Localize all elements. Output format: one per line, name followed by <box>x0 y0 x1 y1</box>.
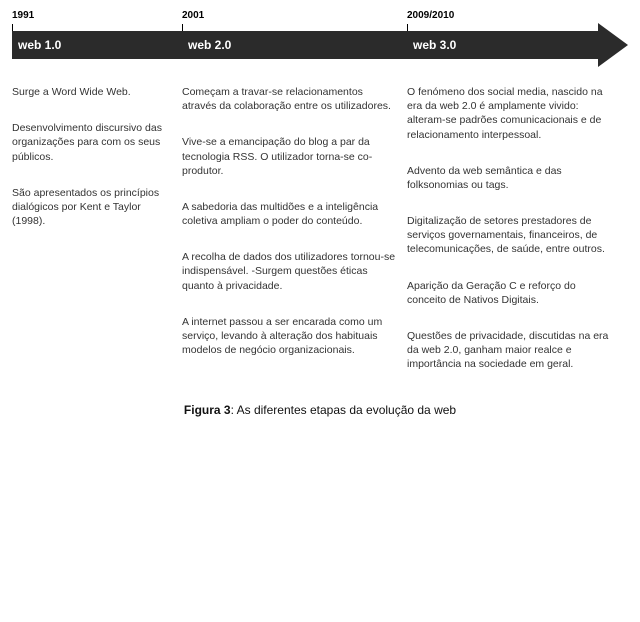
col1-item2: A sabedoria das multidões e a inteligênc… <box>182 200 397 228</box>
col2-item0: O fenómeno dos social media, nascido na … <box>407 85 612 142</box>
caption-bold: Figura 3 <box>184 403 231 417</box>
col0-item0: Surge a Word Wide Web. <box>12 85 172 99</box>
col1-item3: A recolha de dados dos utilizadores torn… <box>182 250 397 293</box>
col2-item3: Aparição da Geração C e reforço do conce… <box>407 279 612 307</box>
year-cell-2: 2009/2010 <box>407 10 628 21</box>
col1-item1: Vive-se a emancipação do blog a par da t… <box>182 135 397 178</box>
year-cell-1: 2001 <box>182 10 407 21</box>
year-label-0: 1991 <box>12 10 34 21</box>
year-label-2: 2009/2010 <box>407 10 454 21</box>
col1-item4: A internet passou a ser encarada como um… <box>182 315 397 358</box>
col0-item1: Desenvolvimento discursivo das organizaç… <box>12 121 172 164</box>
col2-item2: Digitalização de setores prestadores de … <box>407 214 612 257</box>
column-1: Começam a travar-se relacionamentos atra… <box>182 85 397 371</box>
col2-item4: Questões de privacidade, discutidas na e… <box>407 329 612 372</box>
col0-item2: São apresentados os princípios dialógico… <box>12 186 172 229</box>
col1-item0: Começam a travar-se relacionamentos atra… <box>182 85 397 113</box>
era-label-1: web 2.0 <box>182 38 407 52</box>
col2-item1: Advento da web semântica e das folksonom… <box>407 164 612 192</box>
era-label-0: web 1.0 <box>12 38 182 52</box>
figure-caption: Figura 3: As diferentes etapas da evoluç… <box>12 403 628 417</box>
timeline-arrow: web 1.0 web 2.0 web 3.0 <box>12 31 628 59</box>
caption-rest: : As diferentes etapas da evolução da we… <box>231 403 457 417</box>
arrow-body: web 1.0 web 2.0 web 3.0 <box>12 31 598 59</box>
column-0: Surge a Word Wide Web. Desenvolvimento d… <box>12 85 172 371</box>
era-label-2: web 3.0 <box>407 38 598 52</box>
years-row: 1991 2001 2009/2010 <box>12 10 628 21</box>
year-cell-0: 1991 <box>12 10 182 21</box>
year-label-1: 2001 <box>182 10 204 21</box>
columns-container: Surge a Word Wide Web. Desenvolvimento d… <box>12 85 628 371</box>
column-2: O fenómeno dos social media, nascido na … <box>407 85 612 371</box>
arrow-head-icon <box>598 23 628 67</box>
